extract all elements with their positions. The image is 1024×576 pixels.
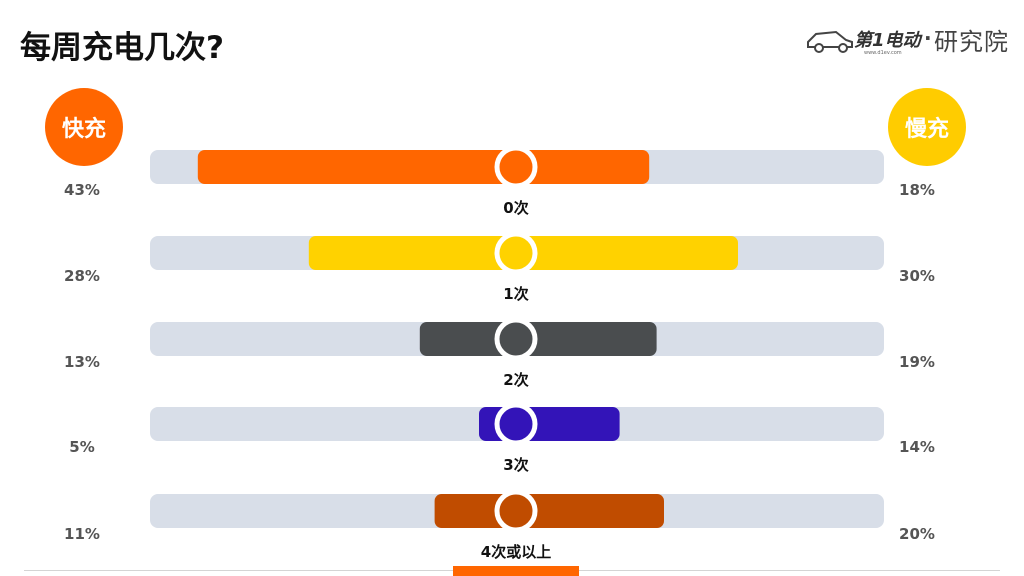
car-outline-icon <box>807 30 853 53</box>
bar-center-dot <box>494 489 538 533</box>
category-label: 1次 <box>503 285 528 303</box>
logo-separator: · <box>924 26 932 50</box>
slow-charge-label: 慢充 <box>904 117 949 142</box>
category-label: 3次 <box>503 456 528 474</box>
fast-value-label: 43% <box>64 181 100 199</box>
slow-value-label: 19% <box>899 353 935 371</box>
bar-center-dot <box>494 231 538 275</box>
bar-center-dot <box>494 317 538 361</box>
slow-value-label: 14% <box>899 438 935 456</box>
fast-value-label: 5% <box>69 438 94 456</box>
slow-value-label: 18% <box>899 181 935 199</box>
category-label: 2次 <box>503 371 528 389</box>
fast-charge-badge: 快充 <box>45 88 123 166</box>
fast-value-label: 28% <box>64 267 100 285</box>
logo-suffix: 研究院 <box>934 28 1009 56</box>
slow-charge-badge: 慢充 <box>888 88 966 166</box>
logo-text: 第1电动 <box>854 30 924 51</box>
page-title: 每周充电几次? <box>20 30 224 66</box>
fast-charge-label: 快充 <box>61 117 106 142</box>
fast-value-label: 11% <box>64 525 100 543</box>
bar-2 <box>419 322 657 356</box>
category-label: 4次或以上 <box>481 543 551 561</box>
fast-value-label: 13% <box>64 353 100 371</box>
slow-value-label: 30% <box>899 267 935 285</box>
bar-4 <box>434 494 664 528</box>
bar-center-dot <box>494 145 538 189</box>
brand-logo: 第1电动 www.d1ev.com · <box>807 26 932 56</box>
logo-small-text: www.d1ev.com <box>864 50 902 56</box>
slow-value-label: 20% <box>899 525 935 543</box>
bar-0 <box>197 150 650 184</box>
category-label: 0次 <box>503 199 528 217</box>
bar-center-dot <box>494 402 538 446</box>
bottom-accent-tab <box>453 566 579 576</box>
